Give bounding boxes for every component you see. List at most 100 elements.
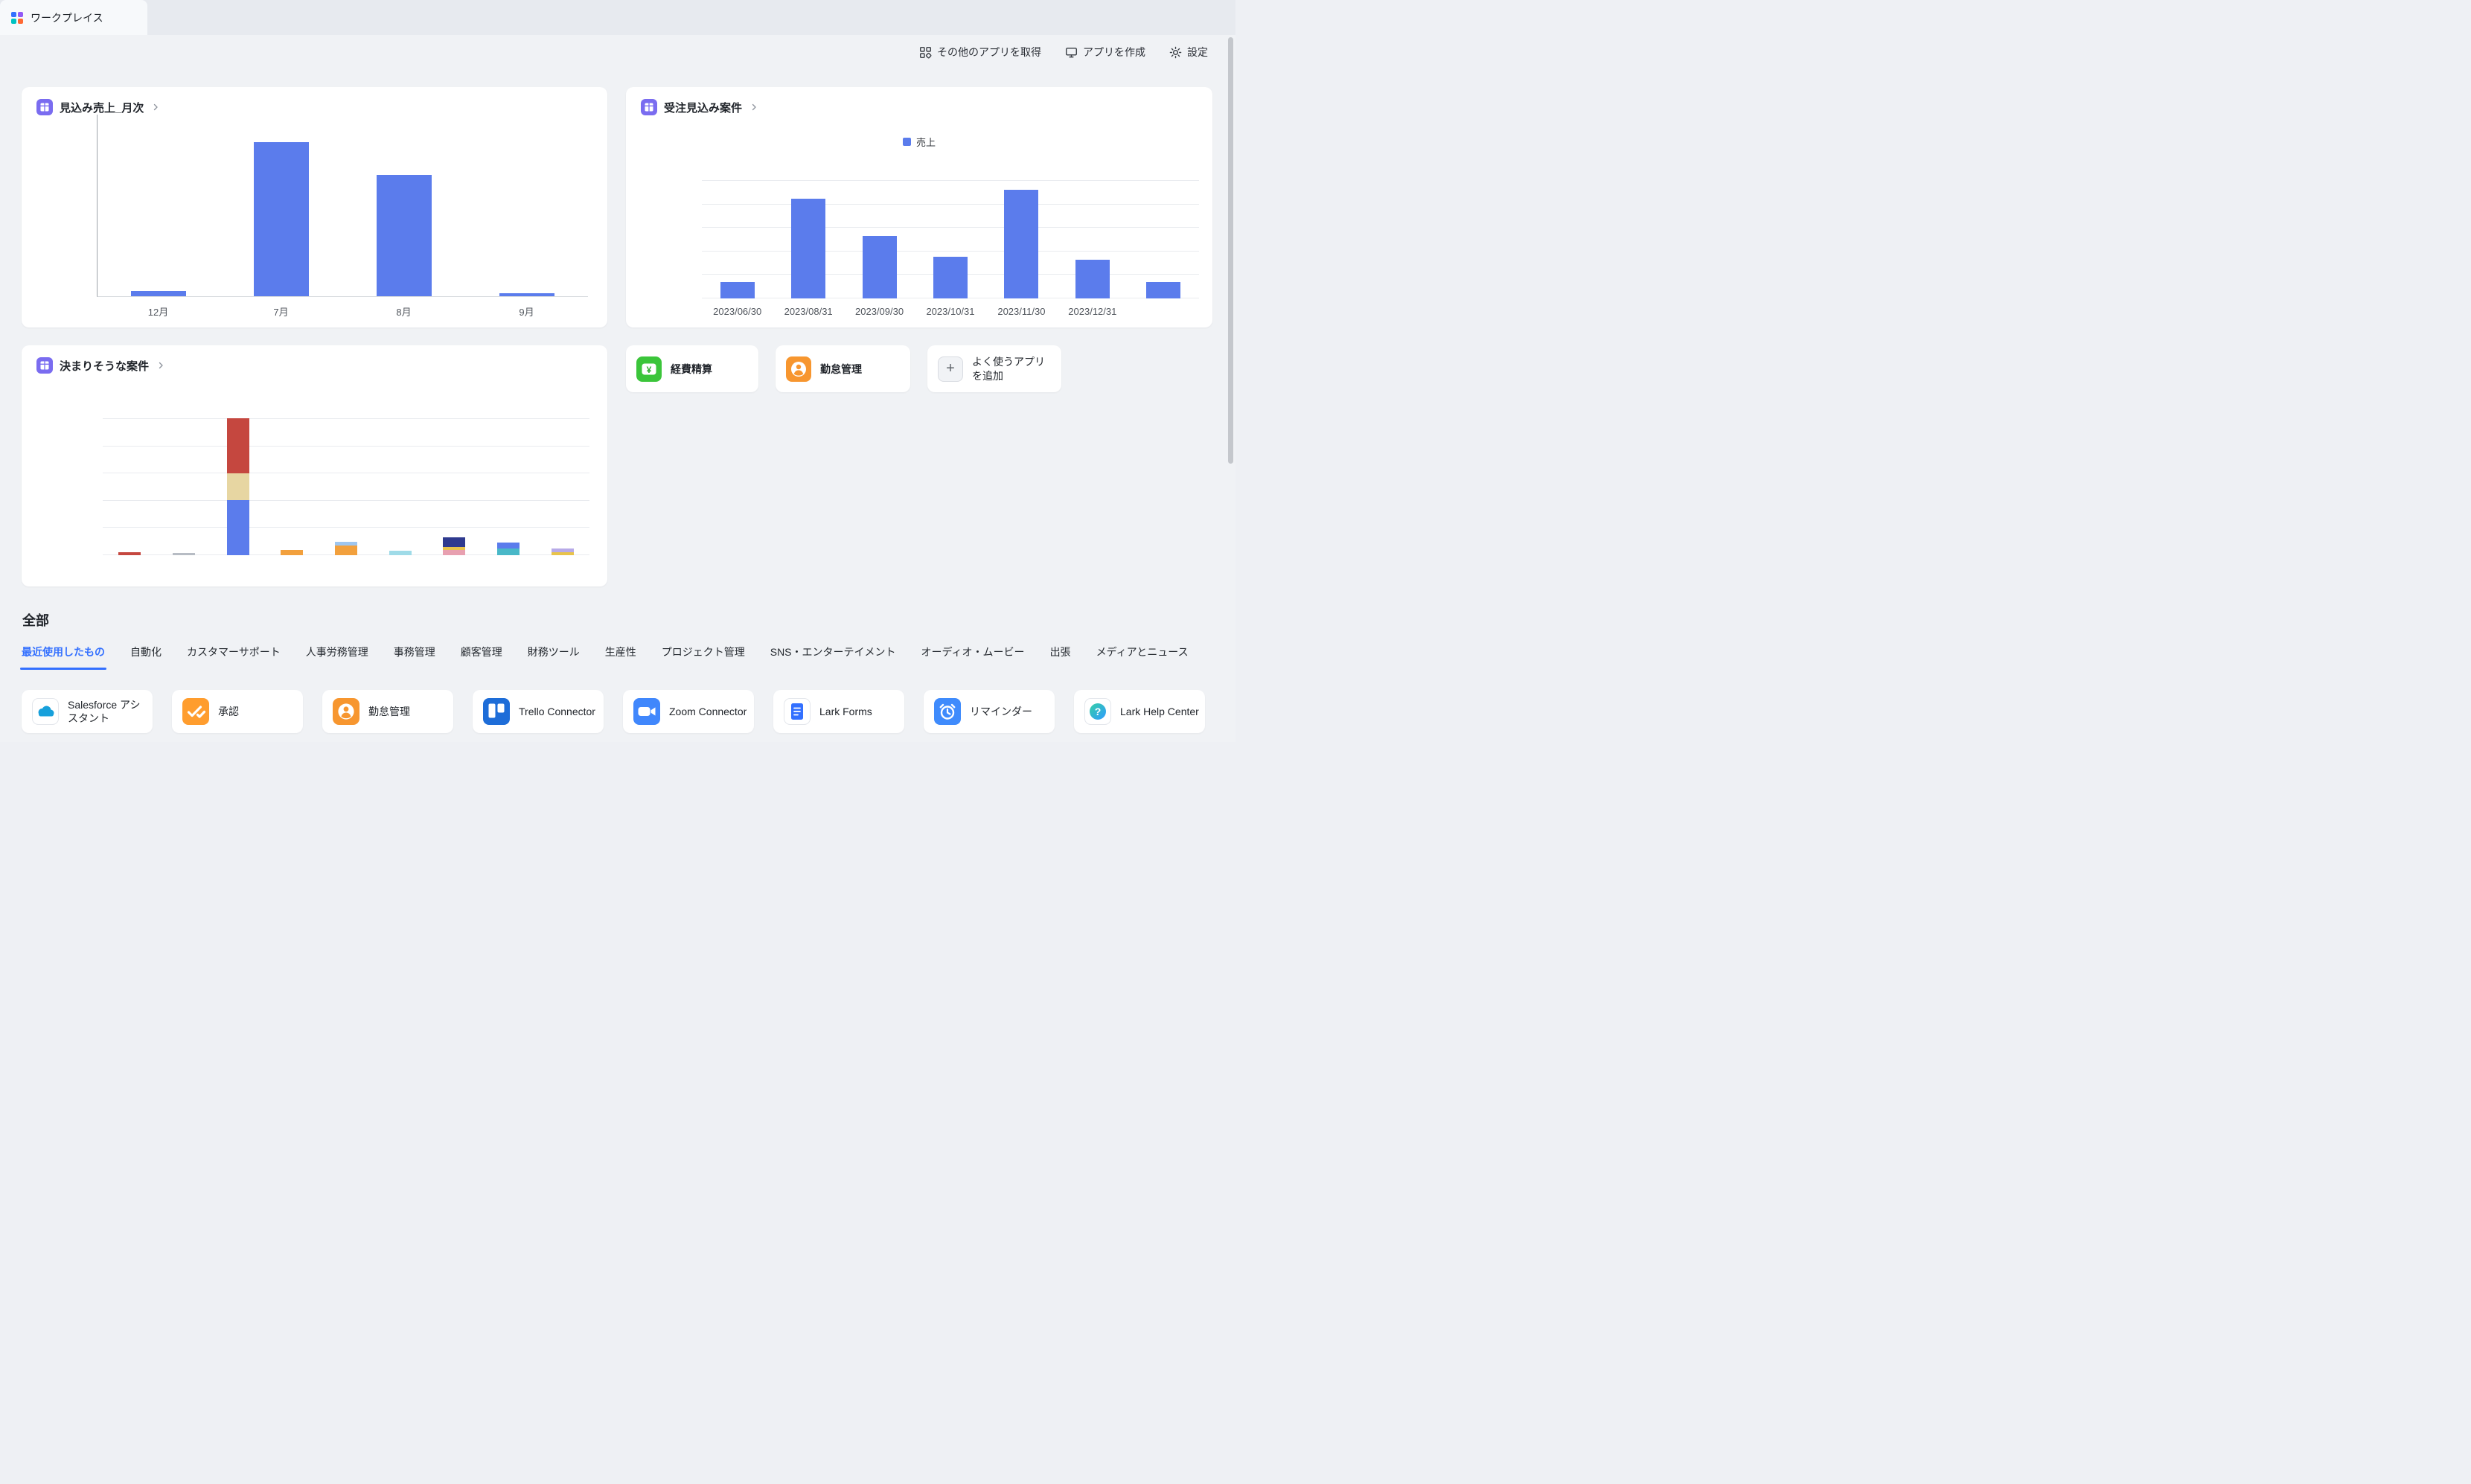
chevron-right-icon xyxy=(151,103,160,112)
add-favorite-apps-button[interactable]: + よく使うアプリを追加 xyxy=(927,345,1061,392)
attendance-person-icon xyxy=(333,698,359,725)
likely-deals-title-link[interactable]: 決まりそうな案件 xyxy=(36,357,165,374)
bar-stack xyxy=(389,551,412,555)
category-tab-customer-support[interactable]: カスタマーサポート xyxy=(187,646,281,658)
bar-segment xyxy=(131,290,187,296)
settings-button[interactable]: 設定 xyxy=(1169,45,1208,60)
app-card-salesforce[interactable]: Salesforce アシスタント xyxy=(22,690,153,733)
chevron-right-icon xyxy=(749,103,758,112)
bar-stack xyxy=(720,281,755,298)
legend-label: 売上 xyxy=(915,137,936,148)
bar-stack xyxy=(281,549,304,555)
salesforce-cloud-icon xyxy=(32,698,59,725)
chevron-right-icon xyxy=(156,361,165,370)
category-tab-finance[interactable]: 財務ツール xyxy=(527,646,580,658)
workplace-page: ワークプレイス その他のアプリを取得 アプリを作成 設定 xyxy=(0,0,1236,742)
bar-segment xyxy=(720,281,755,298)
card-likely-deals: 決まりそうな案件 xyxy=(22,345,607,586)
bar-segment xyxy=(226,473,249,501)
gridline xyxy=(702,204,1199,205)
category-tab-automation[interactable]: 自動化 xyxy=(130,646,162,658)
monthly-sales-title-link[interactable]: 見込み売上_月次 xyxy=(36,99,160,115)
workplace-icon xyxy=(11,11,23,24)
category-tab-project[interactable]: プロジェクト管理 xyxy=(661,646,745,658)
app-label: 勤怠管理 xyxy=(368,705,410,717)
bar-stack xyxy=(551,548,574,555)
grid-apps-icon xyxy=(919,46,932,58)
bar-stack xyxy=(1075,259,1110,298)
gridline xyxy=(702,180,1199,181)
x-axis-label xyxy=(1128,306,1199,317)
x-axis-label: 2023/06/30 xyxy=(713,306,762,317)
app-card-help-center[interactable]: ? Lark Help Center xyxy=(1074,690,1205,733)
bar-stack xyxy=(1004,189,1039,298)
app-card-trello[interactable]: Trello Connector xyxy=(473,690,604,733)
card-title: 決まりそうな案件 xyxy=(60,359,150,373)
bar-segment xyxy=(281,549,304,555)
app-label: Salesforce アシスタント xyxy=(68,698,141,724)
scrollbar-thumb[interactable] xyxy=(1228,37,1233,464)
legend-swatch xyxy=(902,138,911,146)
gridline xyxy=(103,527,589,528)
approval-check-icon xyxy=(182,698,209,725)
add-apps-label: よく使うアプリを追加 xyxy=(972,356,1045,382)
bar-segment xyxy=(118,552,141,555)
bar-stack xyxy=(335,541,358,555)
category-tab-sns[interactable]: SNS・エンターテイメント xyxy=(770,646,896,658)
app-label: Zoom Connector xyxy=(669,705,747,717)
bar-segment xyxy=(933,257,968,298)
expected-orders-title-link[interactable]: 受注見込み案件 xyxy=(641,99,758,115)
bar-stack xyxy=(254,141,310,296)
app-card-lark-forms[interactable]: Lark Forms xyxy=(773,690,904,733)
card-monthly-sales: 見込み売上_月次 12月 7月 8月 9月 xyxy=(22,87,607,327)
x-axis-label: 8月 xyxy=(396,307,412,318)
settings-label: 設定 xyxy=(1187,46,1208,58)
bar-stack xyxy=(791,199,826,298)
category-tab-productivity[interactable]: 生産性 xyxy=(604,646,636,658)
gridline xyxy=(103,500,589,501)
category-tab-media-news[interactable]: メディアとニュース xyxy=(1096,646,1189,658)
category-tab-office[interactable]: 事務管理 xyxy=(393,646,435,658)
chart-legend: 売上 xyxy=(626,135,1212,149)
workplace-tab[interactable]: ワークプレイス xyxy=(0,0,147,35)
app-label: Lark Forms xyxy=(819,705,872,717)
monthly-sales-chart xyxy=(97,115,588,297)
toolbar: その他のアプリを取得 アプリを作成 設定 xyxy=(919,45,1208,60)
section-heading-all: 全部 xyxy=(22,613,49,628)
category-tab-crm[interactable]: 顧客管理 xyxy=(460,646,502,658)
shortcut-label: 経費精算 xyxy=(671,362,712,375)
app-label: 承認 xyxy=(218,705,239,717)
bar-stack xyxy=(173,553,195,555)
shortcut-expense[interactable]: ¥ 経費精算 xyxy=(626,345,758,392)
app-card-approval[interactable]: 承認 xyxy=(172,690,303,733)
likely-deals-chart xyxy=(103,418,589,555)
app-card-attendance[interactable]: 勤怠管理 xyxy=(322,690,453,733)
category-tab-recent[interactable]: 最近使用したもの xyxy=(20,645,106,670)
app-card-zoom[interactable]: Zoom Connector xyxy=(623,690,754,733)
bar-segment xyxy=(497,548,520,555)
zoom-camera-icon xyxy=(633,698,660,725)
category-tab-hr[interactable]: 人事労務管理 xyxy=(305,646,368,658)
create-app-button[interactable]: アプリを作成 xyxy=(1065,45,1145,60)
card-title: 受注見込み案件 xyxy=(664,101,743,115)
bar-segment xyxy=(499,293,554,296)
bar-stack xyxy=(131,290,187,296)
x-axis-label: 2023/08/31 xyxy=(784,306,833,317)
bar-stack xyxy=(118,552,141,555)
monthly-sales-x-labels: 12月 7月 8月 9月 xyxy=(97,304,588,319)
category-tab-audio-movie[interactable]: オーディオ・ムービー xyxy=(921,646,1025,658)
bar-segment xyxy=(443,537,466,547)
category-tab-travel[interactable]: 出張 xyxy=(1049,646,1071,658)
bar-stack xyxy=(497,543,520,555)
sheet-icon xyxy=(36,357,53,374)
shortcut-attendance[interactable]: 勤怠管理 xyxy=(776,345,910,392)
sheet-icon xyxy=(641,99,657,115)
bar-segment xyxy=(1004,189,1039,298)
workplace-tab-label: ワークプレイス xyxy=(31,11,103,24)
bar-segment xyxy=(335,546,358,555)
app-card-reminder[interactable]: リマインダー xyxy=(924,690,1055,733)
gear-icon xyxy=(1169,46,1182,58)
bar-segment xyxy=(1075,259,1110,298)
get-more-apps-button[interactable]: その他のアプリを取得 xyxy=(919,45,1041,60)
gridline xyxy=(702,227,1199,228)
